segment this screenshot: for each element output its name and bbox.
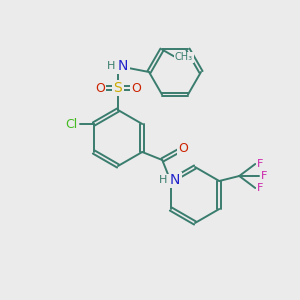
Text: N: N	[170, 173, 180, 187]
Text: F: F	[257, 183, 263, 193]
Text: O: O	[131, 82, 141, 94]
Text: O: O	[95, 82, 105, 94]
Text: F: F	[261, 171, 267, 181]
Text: H: H	[159, 175, 167, 185]
Text: O: O	[178, 142, 188, 155]
Text: Cl: Cl	[66, 118, 78, 130]
Text: CH₃: CH₃	[175, 52, 193, 62]
Text: S: S	[114, 81, 122, 95]
Text: N: N	[118, 59, 128, 73]
Text: F: F	[257, 159, 263, 169]
Text: H: H	[107, 61, 115, 71]
